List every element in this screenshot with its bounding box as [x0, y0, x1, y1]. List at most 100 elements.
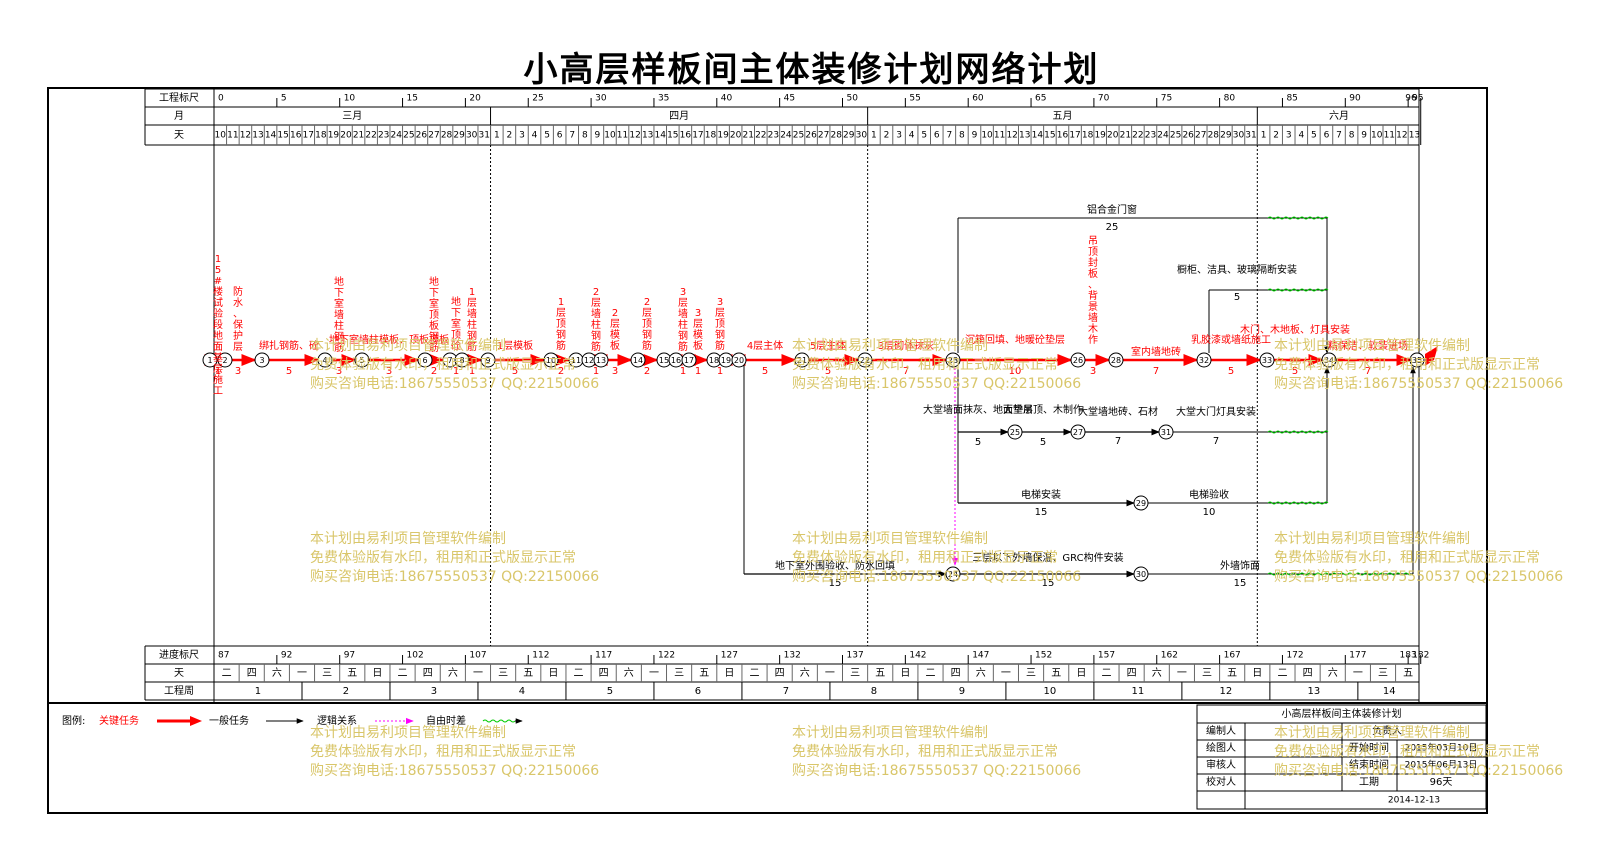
task-name: 防水、保护层 — [233, 285, 243, 353]
day-cell: 9 — [972, 131, 978, 141]
node-number: 28 — [1111, 356, 1121, 365]
event-node — [794, 352, 810, 368]
day-label: 天 — [174, 130, 184, 141]
progress-tick: 127 — [721, 651, 738, 661]
scale-tick: 5 — [281, 94, 287, 104]
watermark: 本计划由易利项目管理软件编制 免费体验版有水印，租用和正式版显示正常 购买咨询电话:… — [310, 338, 600, 392]
day-cell: 11 — [227, 131, 238, 141]
event-node — [454, 352, 470, 368]
event-node — [1133, 495, 1149, 511]
task-name: 3 层模板 — [693, 308, 703, 352]
weekday-cell: 四 — [599, 668, 609, 679]
task-duration: 5 — [825, 366, 831, 377]
task-name: 沉箱回填、地暖砼垫层 — [965, 333, 1065, 346]
progress-tick: 102 — [407, 651, 424, 661]
info-checker: 校对人 — [1206, 775, 1236, 788]
event-node — [1158, 424, 1174, 440]
free-float-wave — [1267, 216, 1329, 220]
outer-frame — [47, 87, 1488, 814]
task-duration: 10 — [1009, 366, 1022, 377]
weekday-cell: 五 — [699, 668, 709, 679]
weekday-cell: 三 — [498, 668, 508, 679]
week-cell: 6 — [695, 686, 701, 697]
task-duration: 7 — [1153, 366, 1159, 377]
day-cell: 13 — [1409, 131, 1420, 141]
day-cell: 30 — [856, 131, 868, 141]
task-duration: 15 — [1035, 507, 1048, 518]
weekday-cell: 三 — [1202, 668, 1212, 679]
day-cell: 15 — [1044, 131, 1055, 141]
day-cell: 1 — [871, 131, 877, 141]
task-duration: 5 — [512, 366, 518, 377]
scale-tick: 0 — [218, 94, 224, 104]
event-node — [254, 352, 270, 368]
week-cell: 8 — [871, 686, 877, 697]
page-title: 小高层样板间主体装修计划网络计划 — [523, 50, 1100, 90]
info-drawer: 绘图人 — [1206, 741, 1236, 754]
week-cell: 13 — [1308, 686, 1321, 697]
task-duration: 1 — [695, 366, 701, 377]
day-cell: 23 — [768, 131, 779, 141]
day-cell: 31 — [479, 131, 490, 141]
day-cell: 26 — [805, 131, 817, 141]
task-name: 2 层模板 — [610, 308, 620, 352]
scale-tick: 25 — [532, 94, 543, 104]
day-cell: 16 — [290, 131, 302, 141]
day-cell: 14 — [1032, 131, 1044, 141]
day-cell: 2 — [1273, 131, 1279, 141]
weekday-cell: 一 — [1001, 668, 1011, 679]
node-number: 18 — [709, 356, 719, 365]
node-number: 5 — [359, 356, 364, 365]
task-name: 3 层墙柱钢筋 — [678, 287, 688, 353]
day-cell: 13 — [642, 131, 653, 141]
day-cell: 14 — [655, 131, 667, 141]
day-cell: 24 — [391, 131, 403, 141]
week-cell: 11 — [1132, 686, 1145, 697]
weekday-cell: 二 — [925, 668, 935, 679]
info-duration-value: 96天 — [1430, 777, 1453, 788]
task-duration: 5 — [762, 366, 768, 377]
day-cell: 5 — [1311, 131, 1317, 141]
month-label: 月 — [174, 110, 184, 122]
weekday-cell: 五 — [1227, 668, 1237, 679]
node-number: 11 — [571, 356, 581, 365]
day-cell: 11 — [994, 131, 1005, 141]
weekday-cell: 六 — [624, 667, 634, 679]
scale-tick: 20 — [469, 94, 481, 104]
event-node — [543, 352, 559, 368]
event-node — [857, 352, 873, 368]
weekday-cell: 日 — [1252, 668, 1262, 679]
day-cell: 24 — [1157, 131, 1169, 141]
day-cell: 12 — [240, 131, 251, 141]
free-float-wave — [1267, 430, 1329, 434]
weekday-cell: 三 — [1026, 668, 1036, 679]
task-duration: 1 — [593, 366, 599, 377]
node-number: 10 — [546, 356, 556, 365]
day-cell: 5 — [544, 131, 550, 141]
node-number: 19 — [721, 356, 731, 365]
day-cell: 29 — [843, 131, 855, 141]
node-number: 33 — [1262, 356, 1272, 365]
scale-tick: 85 — [1286, 94, 1297, 104]
weekday-cell: 一 — [649, 668, 659, 679]
progress-tick: 172 — [1286, 651, 1303, 661]
task-name: 地下室顶砼 — [451, 295, 461, 352]
event-node — [417, 352, 433, 368]
event-node — [480, 352, 496, 368]
day-cell: 8 — [582, 131, 588, 141]
week-cell: 2 — [343, 686, 349, 697]
task-duration: 5 — [1234, 292, 1240, 303]
scale-tick: 80 — [1224, 94, 1236, 104]
task-name: 地下室顶板钢筋 — [429, 275, 439, 354]
weekday-cell: 四 — [247, 668, 257, 679]
node-number: 22 — [860, 356, 870, 365]
progress-tick: 167 — [1224, 651, 1241, 661]
day-cell: 28 — [830, 131, 842, 141]
progress-tick: 183 — [1400, 651, 1417, 661]
event-node — [1070, 352, 1086, 368]
day-cell: 1 — [1261, 131, 1267, 141]
day-cell: 13 — [1019, 131, 1030, 141]
weekday-cell: 日 — [548, 668, 558, 679]
free-float-wave — [1267, 288, 1329, 292]
task-name: 地下室外围验收、防水回填 — [775, 559, 895, 572]
